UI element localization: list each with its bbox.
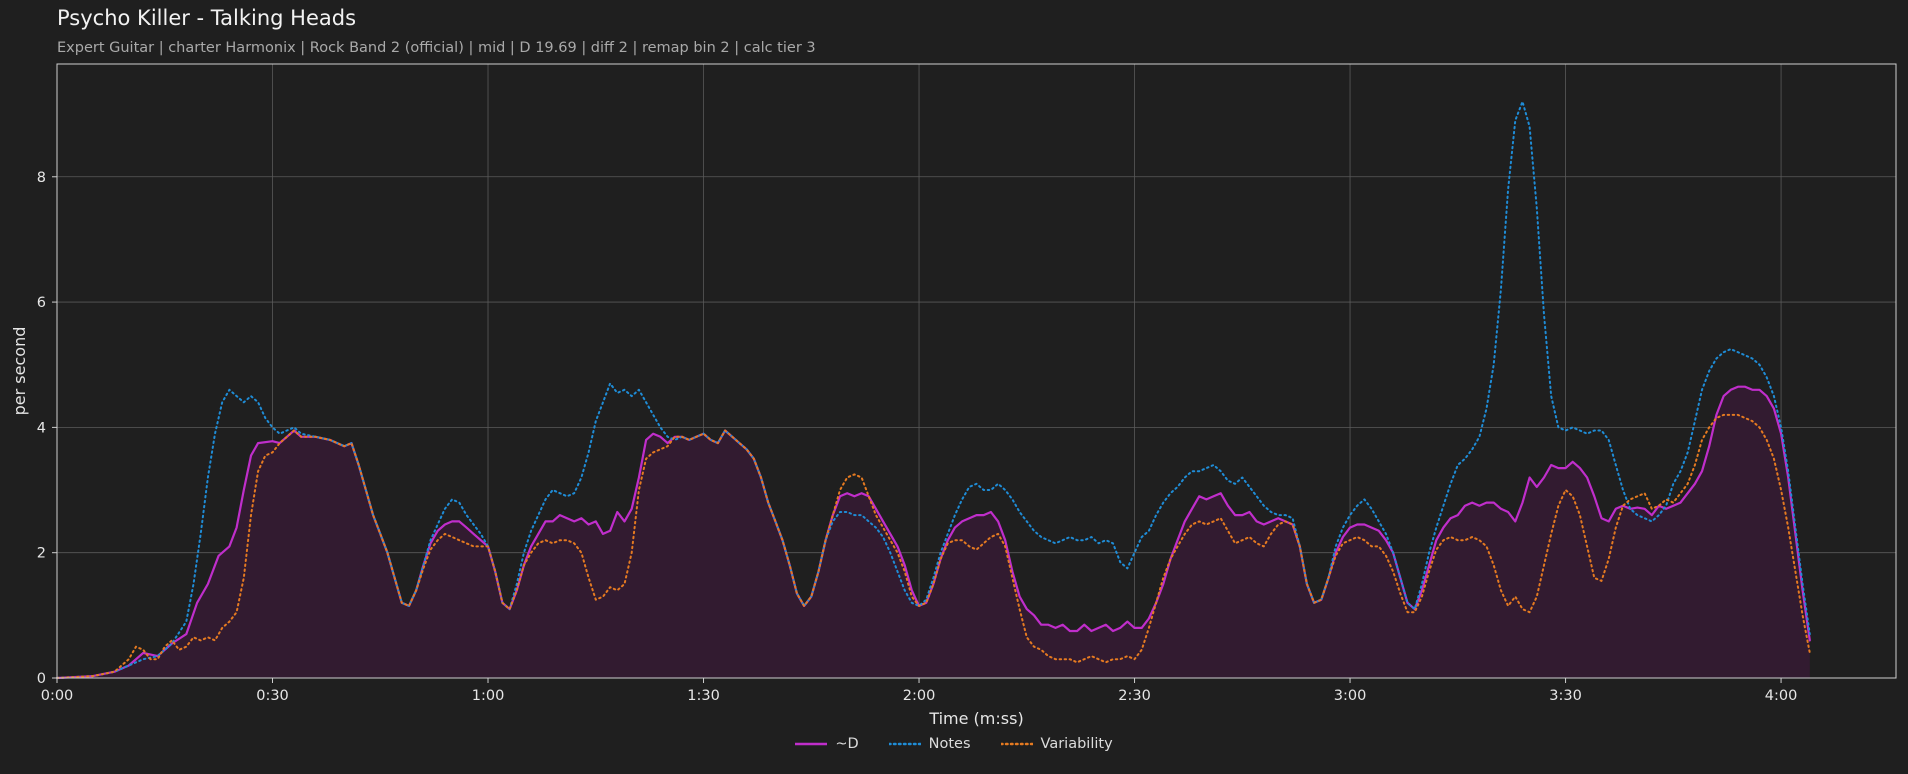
legend-label-variability: Variability bbox=[1040, 736, 1113, 752]
y-axis-label: per second bbox=[10, 327, 29, 416]
legend-label-notes: Notes bbox=[928, 736, 971, 752]
legend-item-notes: Notes bbox=[888, 736, 971, 752]
legend-item-variability: Variability bbox=[1000, 736, 1113, 752]
x-tick-label: 2:30 bbox=[1118, 688, 1151, 704]
y-tick-label: 2 bbox=[37, 546, 46, 562]
legend-item-d: ~D bbox=[795, 736, 859, 752]
x-tick-label: 4:00 bbox=[1765, 688, 1798, 704]
plot-frame bbox=[56, 63, 1897, 679]
x-tick-label: 2:00 bbox=[903, 688, 936, 704]
series-line-1 bbox=[56, 100, 1811, 679]
y-tick-label: 8 bbox=[37, 170, 46, 186]
y-tick-label: 4 bbox=[37, 420, 46, 436]
x-axis-label: Time (m:ss) bbox=[928, 709, 1023, 728]
legend-swatch-notes bbox=[888, 740, 921, 748]
legend-label-d: ~D bbox=[835, 736, 859, 752]
x-tick-label: 0:00 bbox=[41, 688, 74, 704]
series-layer bbox=[55, 100, 1811, 680]
x-tick-label: 1:30 bbox=[687, 688, 720, 704]
chart-title: Psycho Killer - Talking Heads bbox=[57, 6, 357, 30]
legend-swatch-variability bbox=[1000, 740, 1033, 748]
x-tick-label: 1:00 bbox=[472, 688, 505, 704]
y-tick-label: 0 bbox=[37, 671, 46, 687]
series-line-2 bbox=[56, 413, 1811, 679]
legend-swatch-d bbox=[795, 740, 828, 748]
chart-subtitle: Expert Guitar | charter Harmonix | Rock … bbox=[57, 40, 816, 56]
axes: 0:00 0:30 1:00 1:30 2:00 2:30 3:00 3:30 4:00 0 2 4 6… bbox=[10, 63, 1897, 728]
series-fill-0 bbox=[57, 386, 1810, 678]
fill-layer bbox=[57, 386, 1810, 678]
legend: ~D Notes Variability bbox=[0, 736, 1908, 752]
y-tick-label: 6 bbox=[37, 295, 46, 311]
series-line-0 bbox=[55, 385, 1811, 680]
x-tick-label: 3:30 bbox=[1549, 688, 1582, 704]
x-tick-label: 3:00 bbox=[1334, 688, 1367, 704]
x-tick-label: 0:30 bbox=[256, 688, 289, 704]
